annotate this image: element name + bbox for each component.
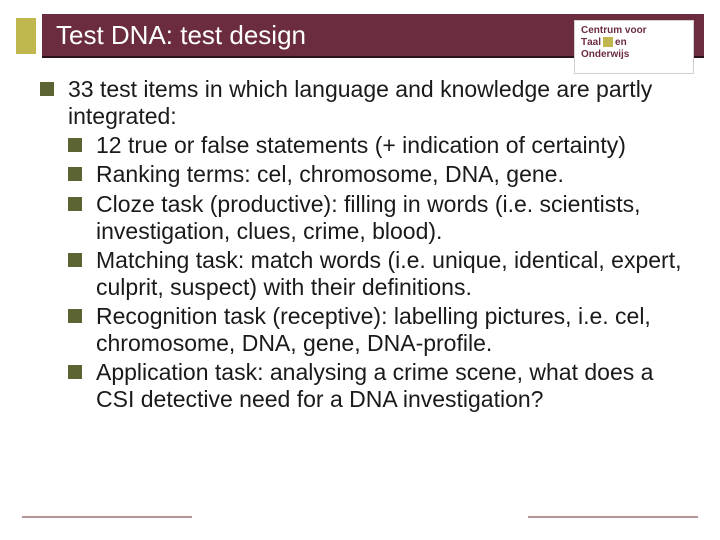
list-item-text: Recognition task (receptive): labelling … (96, 303, 651, 356)
list-item: Cloze task (productive): filling in word… (68, 191, 690, 245)
bullet-list-level1: 33 test items in which language and know… (40, 76, 690, 414)
logo-centrum-taal-onderwijs: Centrum voor Taalen Onderwijs (574, 20, 694, 74)
slide: Test DNA: test design Centrum voor Taale… (0, 0, 720, 540)
bullet-list-level2: 12 true or false statements (+ indicatio… (68, 132, 690, 413)
logo-line1: entrum voor (588, 25, 646, 36)
footer-divider-left (22, 516, 192, 518)
list-item-text: Application task: analysing a crime scen… (96, 359, 653, 412)
title-bar-container: Test DNA: test design Centrum voor Taale… (0, 14, 720, 62)
footer-divider-right (528, 516, 698, 518)
list-item-text: Ranking terms: cel, chromosome, DNA, gen… (96, 161, 564, 187)
list-item: Matching task: match words (i.e. unique,… (68, 247, 690, 301)
list-item-text: 33 test items in which language and know… (68, 76, 652, 129)
list-item: Ranking terms: cel, chromosome, DNA, gen… (68, 161, 690, 188)
list-item-text: Matching task: match words (i.e. unique,… (96, 247, 682, 300)
logo-line3: nderwijs (589, 49, 630, 60)
title-accent-block (16, 18, 36, 54)
content-area: 33 test items in which language and know… (40, 76, 690, 502)
list-item-text: Cloze task (productive): filling in word… (96, 191, 641, 244)
logo-o: O (581, 49, 589, 60)
logo-line2a: aal (587, 37, 601, 48)
list-item: 12 true or false statements (+ indicatio… (68, 132, 690, 159)
list-item: Application task: analysing a crime scen… (68, 359, 690, 413)
page-title: Test DNA: test design (56, 20, 306, 51)
list-item-text: 12 true or false statements (+ indicatio… (96, 132, 626, 158)
list-item: 33 test items in which language and know… (40, 76, 690, 414)
logo-square-icon (603, 37, 613, 47)
list-item: Recognition task (receptive): labelling … (68, 303, 690, 357)
logo-line2b: en (615, 37, 627, 48)
